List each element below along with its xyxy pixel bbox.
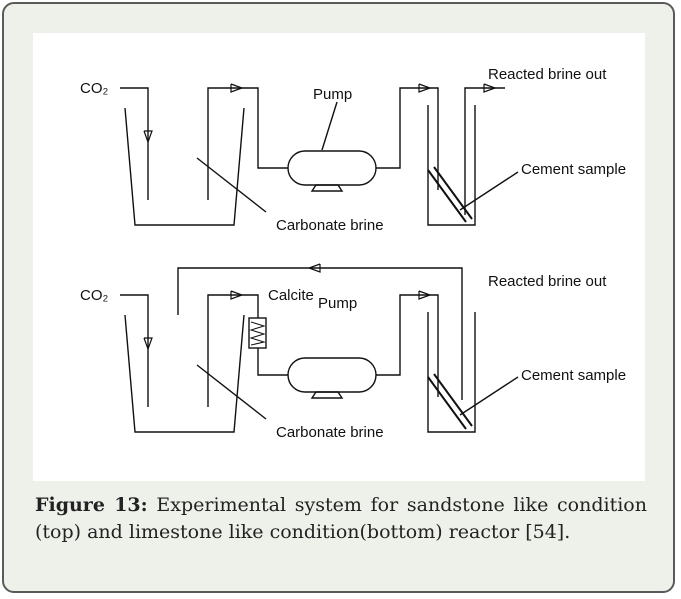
bottom-diagram: CO₂ Calcite Pump Carbonate brine Cement … <box>80 263 626 441</box>
caption: Figure 13: Experimental system for sands… <box>35 492 647 546</box>
co2-label: CO₂ <box>80 80 109 97</box>
diagram: CO₂ Carbonate brine Pump Cement sample R… <box>80 66 626 441</box>
cement-label: Cement sample <box>521 161 626 178</box>
co2-label: CO₂ <box>80 287 109 304</box>
calcite-label: Calcite <box>268 287 314 304</box>
figure-panel <box>33 33 645 481</box>
caption-text: Experimental system for sandstone like c… <box>35 494 647 543</box>
cement-label: Cement sample <box>521 367 626 384</box>
brine-label: Carbonate brine <box>276 424 384 441</box>
brine-label: Carbonate brine <box>276 217 384 234</box>
caption-label: Figure 13: <box>35 494 148 516</box>
reacted-label: Reacted brine out <box>488 66 607 83</box>
pump-label: Pump <box>318 295 357 312</box>
top-diagram: CO₂ Carbonate brine Pump Cement sample R… <box>80 66 626 234</box>
pump-label: Pump <box>313 86 352 103</box>
reacted-label: Reacted brine out <box>488 273 607 290</box>
